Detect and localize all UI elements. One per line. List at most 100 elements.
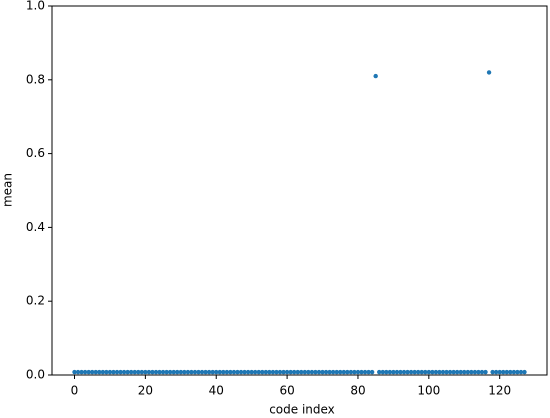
point xyxy=(493,369,499,375)
point xyxy=(153,369,159,375)
point xyxy=(454,369,460,375)
point xyxy=(412,369,417,375)
point xyxy=(249,369,254,375)
point xyxy=(182,369,187,375)
point xyxy=(114,369,120,375)
point xyxy=(150,369,155,375)
point xyxy=(309,369,315,375)
point xyxy=(192,369,198,375)
point xyxy=(401,369,407,375)
point xyxy=(86,369,91,375)
point xyxy=(97,369,102,375)
point xyxy=(118,369,123,375)
point xyxy=(515,369,520,375)
point xyxy=(260,369,265,375)
point xyxy=(111,369,116,375)
point xyxy=(267,369,272,375)
x-axis-label: code index xyxy=(269,403,335,417)
point xyxy=(79,369,84,375)
point xyxy=(334,369,339,375)
point xyxy=(199,369,205,375)
point xyxy=(281,369,286,375)
point xyxy=(295,369,300,375)
point xyxy=(263,369,269,375)
point xyxy=(490,369,495,375)
point xyxy=(451,369,456,375)
point xyxy=(426,369,432,375)
point xyxy=(90,369,95,375)
point xyxy=(504,369,509,375)
point xyxy=(210,369,215,375)
point xyxy=(469,369,474,375)
point xyxy=(362,369,368,375)
point xyxy=(380,369,385,375)
point xyxy=(316,369,322,375)
point xyxy=(394,369,400,375)
point xyxy=(203,369,208,375)
point xyxy=(518,369,524,375)
point xyxy=(359,369,364,375)
point xyxy=(128,369,134,375)
point xyxy=(217,369,222,375)
point xyxy=(483,369,488,375)
y-tick-label: 0.0 xyxy=(26,368,45,382)
point xyxy=(189,369,194,375)
point xyxy=(430,369,435,375)
point xyxy=(384,369,389,375)
point xyxy=(366,369,371,375)
point xyxy=(214,369,219,375)
point xyxy=(125,369,130,375)
point xyxy=(299,369,304,375)
point xyxy=(327,369,332,375)
point xyxy=(398,369,403,375)
point xyxy=(419,369,424,375)
point xyxy=(238,369,244,375)
point xyxy=(348,369,354,375)
x-tick-label: 20 xyxy=(138,384,153,398)
point xyxy=(511,369,517,375)
point xyxy=(185,369,191,375)
point xyxy=(440,369,446,375)
y-tick-label: 0.4 xyxy=(26,220,45,234)
point xyxy=(196,369,201,375)
point xyxy=(416,369,421,375)
point xyxy=(121,369,127,375)
point xyxy=(157,369,162,375)
point xyxy=(277,369,283,375)
point xyxy=(136,369,141,375)
point xyxy=(437,369,442,375)
point xyxy=(462,369,467,375)
point xyxy=(242,369,247,375)
y-tick-label: 0.2 xyxy=(26,294,45,308)
point xyxy=(256,369,261,375)
point xyxy=(476,369,481,375)
point xyxy=(377,369,382,375)
point xyxy=(369,369,375,375)
point xyxy=(160,369,166,375)
y-tick-label: 0.6 xyxy=(26,146,45,160)
point xyxy=(408,369,414,375)
point xyxy=(302,369,308,375)
point xyxy=(508,369,513,375)
point xyxy=(164,369,169,375)
point xyxy=(341,369,346,375)
y-tick-label: 1.0 xyxy=(26,0,45,13)
point xyxy=(423,369,428,375)
point xyxy=(175,369,180,375)
point xyxy=(323,369,329,375)
x-tick-label: 80 xyxy=(350,384,365,398)
point xyxy=(143,369,148,375)
axes-frame xyxy=(51,5,548,376)
point xyxy=(72,369,77,375)
point xyxy=(104,369,109,375)
point xyxy=(291,369,297,375)
point xyxy=(231,369,237,375)
point xyxy=(472,369,478,375)
y-tick-label: 0.8 xyxy=(26,72,45,86)
point xyxy=(373,73,378,79)
point xyxy=(306,369,311,375)
point xyxy=(224,369,230,375)
point xyxy=(284,369,290,375)
point xyxy=(486,70,492,75)
